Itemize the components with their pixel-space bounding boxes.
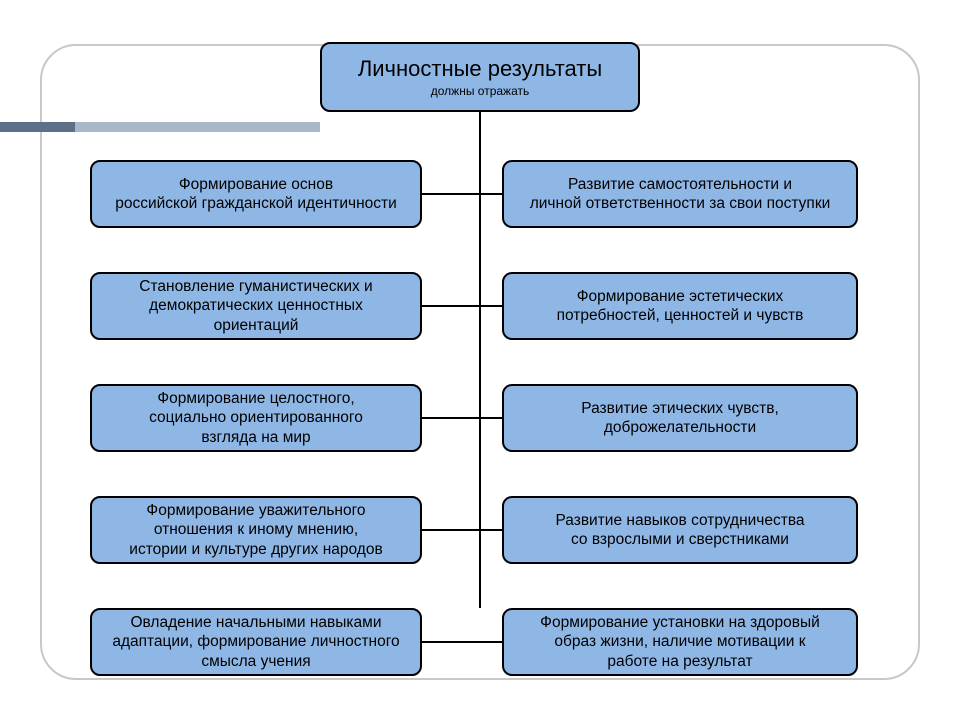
connector-right-2 — [479, 417, 502, 419]
connector-right-4 — [479, 641, 502, 643]
node-left-1: Становление гуманистических идемократиче… — [90, 272, 422, 340]
node-right-0-label: Развитие самостоятельности иличной ответ… — [530, 175, 831, 214]
tree-stem — [479, 112, 481, 608]
node-left-3-label: Формирование уважительногоотношения к ин… — [129, 501, 382, 559]
node-left-0-label: Формирование основроссийской гражданской… — [115, 175, 397, 214]
decor-bar-0 — [0, 122, 75, 132]
node-right-2-label: Развитие этических чувств,доброжелательн… — [581, 399, 779, 438]
connector-right-0 — [479, 193, 502, 195]
decor-bar-1 — [75, 122, 320, 132]
node-left-2: Формирование целостного,социально ориент… — [90, 384, 422, 452]
root-node: Личностные результаты должны отражать — [320, 42, 640, 112]
connector-right-3 — [479, 529, 502, 531]
node-right-4-label: Формирование установки на здоровыйобраз … — [540, 613, 820, 671]
connector-left-4 — [422, 641, 479, 643]
node-right-2: Развитие этических чувств,доброжелательн… — [502, 384, 858, 452]
node-right-3-label: Развитие навыков сотрудничествасо взросл… — [555, 511, 804, 550]
node-right-1: Формирование эстетическихпотребностей, ц… — [502, 272, 858, 340]
node-right-0: Развитие самостоятельности иличной ответ… — [502, 160, 858, 228]
connector-left-3 — [422, 529, 479, 531]
node-right-4: Формирование установки на здоровыйобраз … — [502, 608, 858, 676]
node-left-4-label: Овладение начальными навыкамиадаптации, … — [112, 613, 399, 671]
connector-left-1 — [422, 305, 479, 307]
node-left-1-label: Становление гуманистических идемократиче… — [139, 277, 372, 335]
node-left-0: Формирование основроссийской гражданской… — [90, 160, 422, 228]
connector-left-0 — [422, 193, 479, 195]
connector-right-1 — [479, 305, 502, 307]
connector-left-2 — [422, 417, 479, 419]
root-title: Личностные результаты — [358, 56, 602, 81]
node-left-4: Овладение начальными навыкамиадаптации, … — [90, 608, 422, 676]
slide-canvas: Личностные результаты должны отражать Фо… — [0, 0, 960, 720]
node-left-2-label: Формирование целостного,социально ориент… — [149, 389, 363, 447]
node-right-1-label: Формирование эстетическихпотребностей, ц… — [557, 287, 804, 326]
node-right-3: Развитие навыков сотрудничествасо взросл… — [502, 496, 858, 564]
root-subtitle: должны отражать — [431, 84, 529, 98]
node-left-3: Формирование уважительногоотношения к ин… — [90, 496, 422, 564]
